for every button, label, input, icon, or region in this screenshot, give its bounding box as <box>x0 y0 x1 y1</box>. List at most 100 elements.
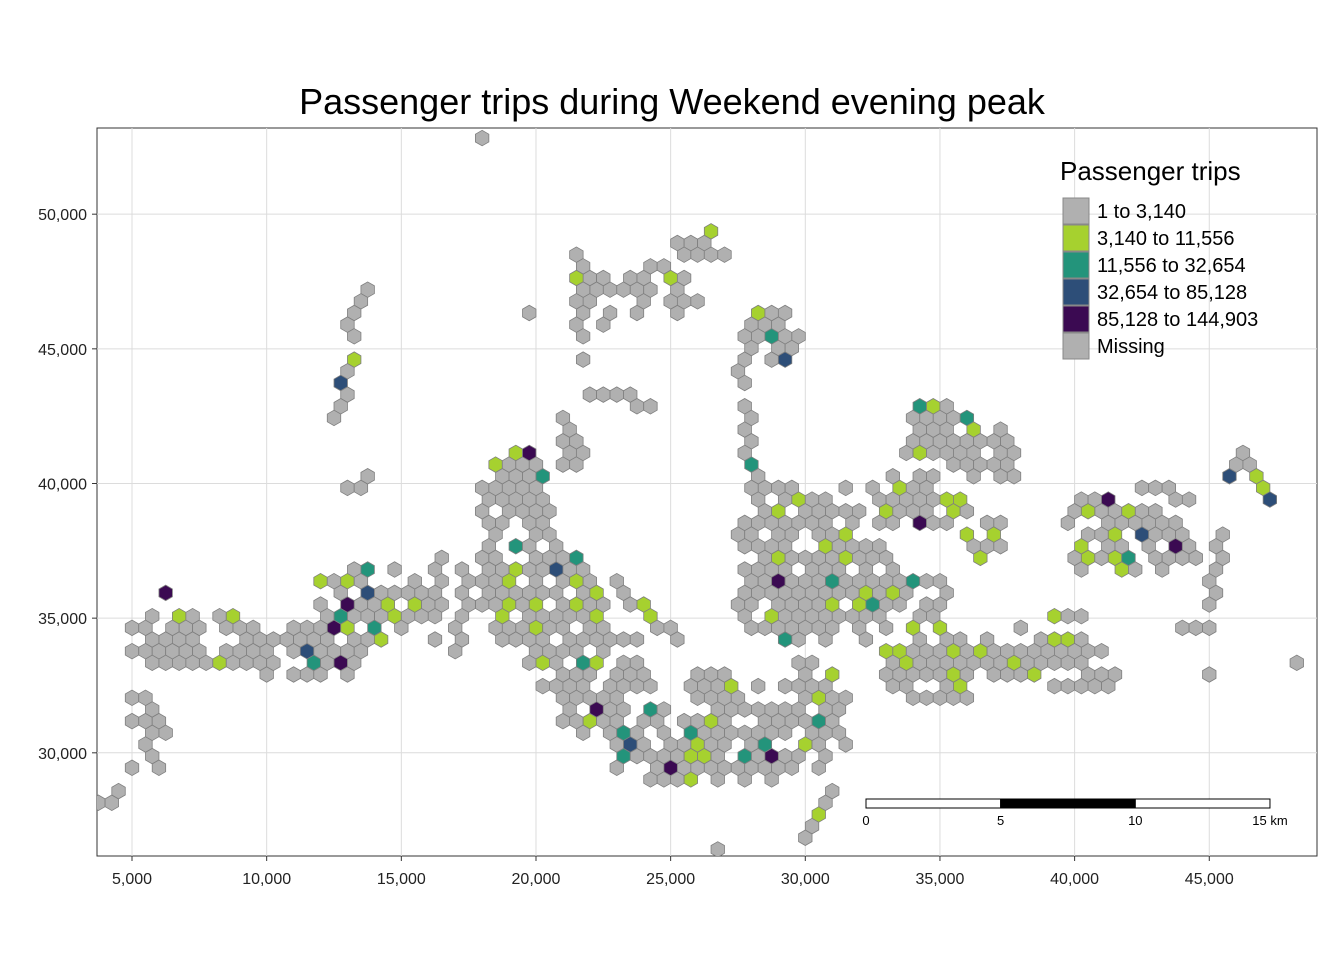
hex-cell <box>643 398 658 415</box>
hex-cell <box>286 666 301 683</box>
hex-cell <box>838 689 853 707</box>
hex-cell <box>1094 642 1109 660</box>
hex-cell <box>246 619 261 637</box>
scale-bar: 0 5 10 15 km <box>862 798 1288 828</box>
hex-cell <box>508 537 523 555</box>
hex-cell <box>623 736 638 753</box>
hex-cell <box>838 572 853 590</box>
hex-cell <box>474 479 490 497</box>
hex-cell <box>798 549 813 567</box>
hex-cell <box>926 514 941 532</box>
hex-cell <box>953 491 968 508</box>
hex-cell <box>1202 666 1217 683</box>
hex-cell <box>124 689 140 707</box>
hex-cell <box>932 642 948 660</box>
hex-cell <box>751 677 766 695</box>
hex-cell <box>232 619 247 637</box>
hex-cell <box>878 549 894 567</box>
hex-cell <box>912 398 927 415</box>
hex-cell <box>535 561 550 578</box>
hex-cell <box>111 782 126 800</box>
hex-cell <box>953 677 968 695</box>
hex-cell <box>912 468 927 485</box>
hex-cell <box>636 736 651 753</box>
hex-cell <box>326 409 342 427</box>
hex-cell <box>1114 537 1129 555</box>
hex-cell <box>1000 642 1015 660</box>
hex-cell <box>670 631 685 648</box>
hex-cell <box>616 631 631 648</box>
hex-cell <box>993 514 1008 532</box>
hex-cell <box>939 491 954 508</box>
scale-bar-segment <box>865 798 1002 809</box>
hex-cell <box>973 433 988 450</box>
hex-cell <box>784 549 799 567</box>
hex-cell <box>1107 503 1123 520</box>
hex-cell <box>1181 537 1197 555</box>
hex-cell <box>737 374 752 392</box>
hex-cell <box>124 759 140 777</box>
hex-cell <box>124 712 140 730</box>
y-tick-label: 35,000 <box>38 611 87 628</box>
hex-cell <box>926 398 941 415</box>
hex-cell <box>676 293 692 310</box>
hex-cell <box>522 304 537 322</box>
hex-cell <box>744 479 759 497</box>
hex-cell <box>629 631 645 648</box>
scale-bar-label: 10 <box>1128 813 1142 828</box>
hex-cell <box>609 736 624 753</box>
hex-cell <box>609 386 624 403</box>
x-tick-label: 35,000 <box>915 871 964 888</box>
hex-cell <box>919 572 934 590</box>
hex-cell <box>899 654 914 672</box>
hex-cell <box>825 503 840 520</box>
hex-cell <box>804 677 820 695</box>
hex-cell <box>569 433 584 450</box>
hex-cell <box>905 572 921 590</box>
hex-cell <box>777 304 793 322</box>
hex-cell <box>522 444 537 462</box>
hex-cell <box>838 479 853 497</box>
hex-cell <box>791 328 806 345</box>
hex-cell <box>340 596 355 613</box>
hex-cell <box>1202 619 1217 637</box>
scale-bar-segment <box>1134 798 1271 809</box>
hex-cell <box>575 328 591 345</box>
scale-bar-label: 0 <box>862 813 869 828</box>
hex-cell <box>959 526 975 543</box>
hex-cell <box>1128 561 1143 578</box>
hex-cell <box>602 304 618 322</box>
hex-cell <box>744 619 759 637</box>
y-tick-label: 40,000 <box>38 476 87 493</box>
legend-swatch <box>1062 278 1090 306</box>
hex-cell <box>852 503 867 520</box>
hex-cell <box>670 234 685 252</box>
x-tick-label: 30,000 <box>781 871 830 888</box>
hex-cell <box>219 642 234 660</box>
hex-cell <box>522 491 537 508</box>
hex-cell <box>535 584 550 602</box>
hexagon-cells <box>97 129 1304 856</box>
x-tick-label: 5,000 <box>112 871 152 888</box>
hex-cell <box>407 572 422 590</box>
hex-cell <box>1175 619 1190 637</box>
legend-swatch <box>1062 332 1090 360</box>
hex-cell <box>1047 607 1062 625</box>
hex-cell <box>885 468 900 485</box>
hex-cell <box>885 584 900 602</box>
hex-cell <box>124 642 140 660</box>
hex-cell <box>313 642 328 660</box>
hex-cell <box>959 642 975 660</box>
hex-cell <box>562 631 577 648</box>
hex-cell <box>360 631 375 648</box>
hex-cell <box>387 561 402 578</box>
hex-cell <box>1074 607 1089 625</box>
hex-cell <box>629 398 645 415</box>
hex-cell <box>569 712 584 730</box>
hex-cell <box>387 584 402 602</box>
hex-cell <box>724 677 739 695</box>
legend: Passenger trips 1 to 3,140 3,140 to 11,556… <box>1060 156 1258 360</box>
hex-cell <box>764 304 779 322</box>
y-tick-label: 50,000 <box>38 207 87 224</box>
hex-cell <box>1080 526 1096 543</box>
